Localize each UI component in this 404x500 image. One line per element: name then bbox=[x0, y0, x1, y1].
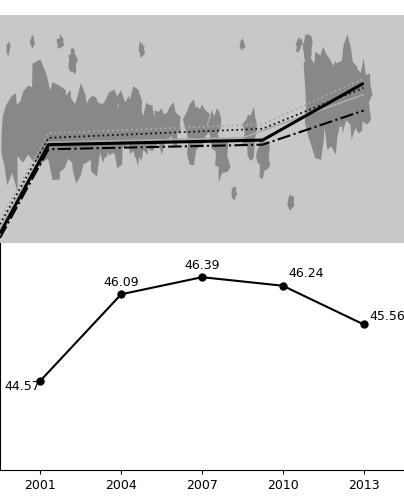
Polygon shape bbox=[183, 100, 204, 165]
Polygon shape bbox=[96, 90, 124, 163]
Polygon shape bbox=[192, 104, 210, 148]
Polygon shape bbox=[313, 46, 336, 112]
Polygon shape bbox=[288, 194, 294, 210]
Polygon shape bbox=[57, 34, 65, 48]
Polygon shape bbox=[334, 34, 360, 134]
Polygon shape bbox=[151, 108, 170, 155]
Polygon shape bbox=[303, 34, 313, 65]
Polygon shape bbox=[215, 138, 231, 182]
Polygon shape bbox=[345, 71, 367, 140]
Polygon shape bbox=[87, 102, 109, 176]
Text: (a): (a) bbox=[161, 256, 179, 269]
Polygon shape bbox=[133, 100, 150, 162]
Polygon shape bbox=[231, 186, 237, 200]
Polygon shape bbox=[142, 102, 160, 150]
Polygon shape bbox=[39, 82, 71, 180]
Polygon shape bbox=[295, 36, 303, 52]
Polygon shape bbox=[68, 48, 78, 74]
Polygon shape bbox=[242, 107, 257, 161]
Polygon shape bbox=[303, 57, 331, 160]
Polygon shape bbox=[6, 40, 11, 57]
Text: 45.56: 45.56 bbox=[369, 310, 404, 324]
Polygon shape bbox=[207, 108, 221, 150]
Polygon shape bbox=[104, 104, 127, 168]
Polygon shape bbox=[256, 137, 270, 179]
Polygon shape bbox=[139, 41, 145, 58]
Polygon shape bbox=[81, 96, 99, 144]
Text: 46.39: 46.39 bbox=[184, 258, 220, 272]
Polygon shape bbox=[320, 74, 341, 154]
Polygon shape bbox=[14, 86, 44, 163]
Polygon shape bbox=[166, 102, 181, 147]
Polygon shape bbox=[122, 86, 145, 166]
Polygon shape bbox=[63, 93, 86, 158]
Polygon shape bbox=[240, 38, 245, 52]
Polygon shape bbox=[26, 60, 57, 168]
Polygon shape bbox=[1, 94, 24, 192]
Polygon shape bbox=[114, 90, 135, 147]
Text: 46.24: 46.24 bbox=[288, 267, 324, 280]
Polygon shape bbox=[72, 83, 93, 184]
Polygon shape bbox=[30, 36, 35, 49]
Polygon shape bbox=[355, 58, 372, 124]
Text: 46.09: 46.09 bbox=[103, 276, 139, 288]
Polygon shape bbox=[53, 90, 79, 172]
Polygon shape bbox=[330, 61, 349, 126]
Text: 44.57: 44.57 bbox=[5, 380, 40, 393]
